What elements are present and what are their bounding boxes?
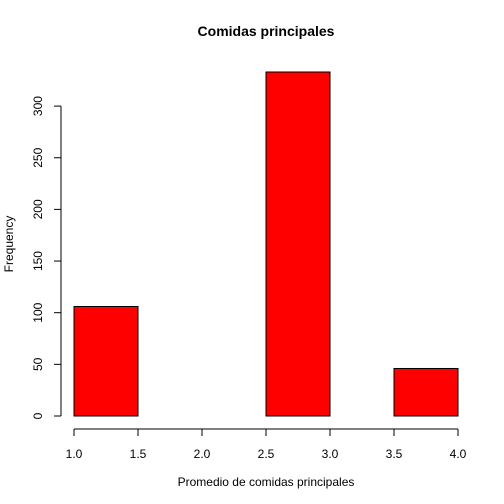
- y-axis-label: Frequency: [2, 216, 16, 273]
- y-axis: 0 50 100 150 200 250 300: [31, 96, 62, 419]
- histogram-bar: [73, 305, 139, 417]
- x-tick-label: 3.0: [322, 447, 339, 461]
- x-axis: 1.0 1.5 2.0 2.5 3.0 3.5 4.0: [66, 428, 467, 461]
- histogram-bar: [265, 71, 331, 417]
- chart-title: Comidas principales: [198, 23, 335, 39]
- y-tick-label: 100: [31, 302, 45, 322]
- y-tick-label: 50: [31, 357, 45, 371]
- y-tick-label: 150: [31, 251, 45, 271]
- x-axis-label: Promedio de comidas principales: [178, 475, 355, 489]
- x-tick-label: 2.0: [194, 447, 211, 461]
- x-tick-label: 2.5: [258, 447, 275, 461]
- y-tick-label: 200: [31, 199, 45, 219]
- x-tick-label: 3.5: [386, 447, 403, 461]
- x-tick-label: 4.0: [450, 447, 467, 461]
- x-tick-label: 1.5: [130, 447, 147, 461]
- x-tick-label: 1.0: [66, 447, 83, 461]
- histogram-bar: [393, 367, 459, 417]
- y-tick-label: 250: [31, 147, 45, 167]
- bars-group: [73, 71, 459, 417]
- y-tick-label: 300: [31, 96, 45, 116]
- y-tick-label: 0: [31, 412, 45, 419]
